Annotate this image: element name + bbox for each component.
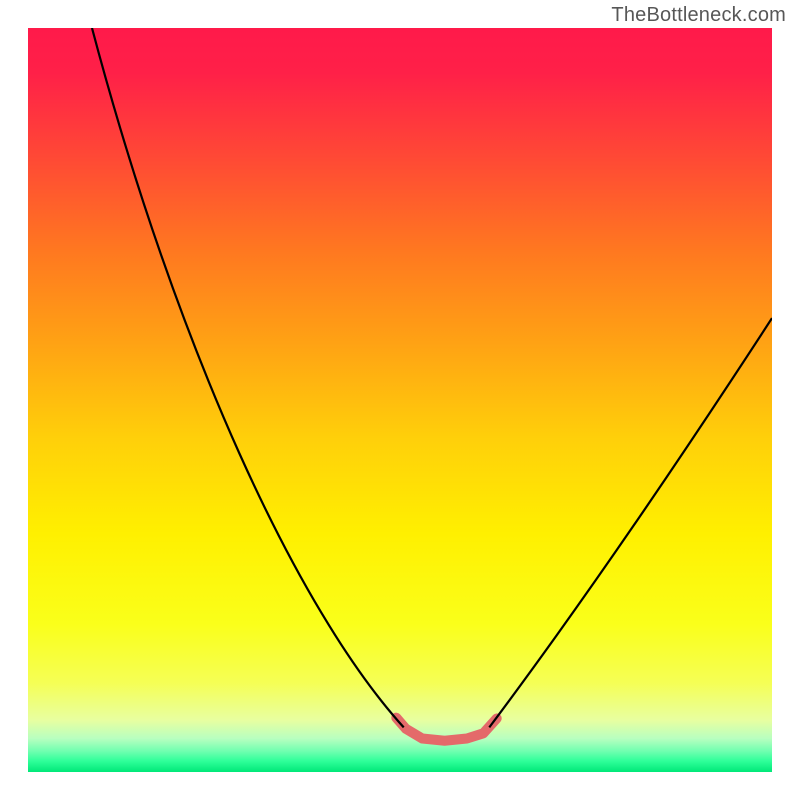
- chart-plot-area: [28, 28, 772, 772]
- chart-curves-layer: [28, 28, 772, 772]
- curve-left-branch: [92, 28, 404, 727]
- watermark-text: TheBottleneck.com: [611, 4, 786, 27]
- curve-right-branch: [489, 318, 772, 727]
- highlight-segment: [396, 718, 496, 741]
